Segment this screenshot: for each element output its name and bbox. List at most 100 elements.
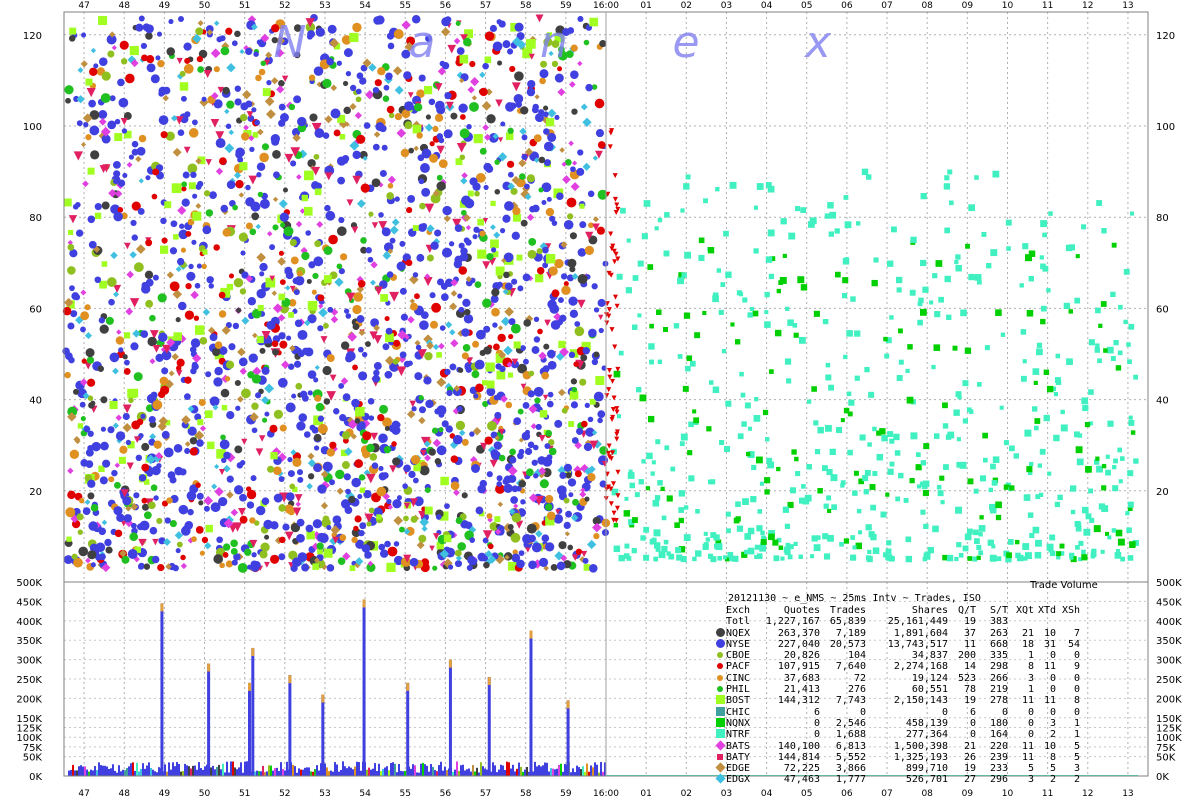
nyse-point xyxy=(554,419,563,428)
bost-point xyxy=(98,15,108,25)
bost-point xyxy=(339,133,346,140)
cinc-point xyxy=(339,534,347,541)
edge-point xyxy=(197,20,204,27)
x-tick-label-bottom: 55 xyxy=(400,789,411,799)
bost-point xyxy=(545,516,555,526)
bost-point xyxy=(68,229,74,235)
ntrf-point xyxy=(885,337,892,344)
nyse-point xyxy=(454,255,463,264)
x-tick-label-bottom: 06 xyxy=(841,789,853,799)
volume-bar xyxy=(414,765,416,776)
x-tick-label-top: 58 xyxy=(520,1,532,11)
nqex-point xyxy=(68,35,76,42)
edge-point xyxy=(392,66,403,76)
cell-xtd: 10 xyxy=(1043,627,1056,639)
bost-point xyxy=(109,400,118,410)
edge-point xyxy=(181,415,191,425)
nqnx-point xyxy=(1100,301,1107,307)
ntrf-point xyxy=(943,183,951,190)
pacf-point xyxy=(141,497,148,504)
cell-qt: 6 xyxy=(969,706,976,718)
baty-point xyxy=(352,175,362,185)
ntrf-point xyxy=(989,503,996,511)
edgx-point xyxy=(592,155,599,161)
baty-point xyxy=(403,554,412,563)
cinc-point xyxy=(394,112,403,121)
nqnx-point xyxy=(967,478,974,485)
volume-bar xyxy=(604,762,606,776)
bost-point xyxy=(114,133,123,142)
baty-point xyxy=(203,70,212,78)
pacf-point xyxy=(67,490,76,500)
cboe-point xyxy=(273,409,283,419)
nyse-point xyxy=(549,215,556,222)
ntrf-point xyxy=(1094,347,1100,353)
nyse-point xyxy=(221,457,227,464)
nyse-point xyxy=(440,293,449,302)
pacf-point xyxy=(117,207,124,213)
nyse-point xyxy=(202,225,212,235)
bost-point xyxy=(355,406,365,417)
nyse-point xyxy=(239,493,247,502)
pacf-point xyxy=(384,316,390,322)
edgx-point xyxy=(241,316,250,325)
nyse-point xyxy=(231,559,238,566)
bats-point xyxy=(277,452,287,462)
bost-point xyxy=(595,375,605,385)
nyse-point xyxy=(601,365,607,371)
bost-point xyxy=(494,516,501,523)
cboe-point xyxy=(388,112,395,119)
volume-bar xyxy=(542,765,544,776)
nyse-point xyxy=(250,562,260,572)
vol-tick-label-left: 400K xyxy=(16,617,42,628)
ntrf-point xyxy=(990,463,996,470)
ntrf-point xyxy=(754,544,760,550)
ntrf-point xyxy=(909,289,916,296)
volume-bar xyxy=(464,770,466,776)
nyse-point xyxy=(338,268,345,275)
edge-point xyxy=(413,145,419,152)
edgx-point xyxy=(489,224,496,231)
nqnx-point xyxy=(733,517,740,524)
volume-bar xyxy=(88,771,90,776)
nqnx-point xyxy=(769,369,774,374)
volume-bar xyxy=(116,772,118,776)
nyse-point xyxy=(187,508,194,516)
nyse-point xyxy=(457,293,463,299)
phil-point xyxy=(432,565,438,571)
cinc-point xyxy=(245,222,253,230)
bost-point xyxy=(124,130,132,139)
volume-bar xyxy=(272,770,274,776)
ntrf-point xyxy=(940,500,945,505)
pacf-point xyxy=(431,302,442,313)
nyse-point xyxy=(523,358,529,365)
bats-point xyxy=(387,175,396,184)
baty-point xyxy=(326,391,336,401)
cboe-point xyxy=(76,513,84,521)
ntrf-point xyxy=(773,555,780,562)
nyse-point xyxy=(373,361,382,370)
baty-point xyxy=(120,520,127,527)
nqex-point xyxy=(293,51,301,59)
nyse-point xyxy=(378,543,386,551)
cboe-point xyxy=(563,497,570,504)
volume-bar xyxy=(108,768,110,776)
volume-bar xyxy=(150,767,152,776)
cinc-point xyxy=(153,440,162,449)
cboe-point xyxy=(288,550,298,560)
nqnx-point xyxy=(772,539,779,546)
nyse-point xyxy=(394,196,400,202)
nyse-point xyxy=(80,326,86,333)
pacf-point xyxy=(506,160,515,168)
ntrf-point xyxy=(852,490,858,496)
cell-xqt: 21 xyxy=(1021,627,1034,639)
volume-bar xyxy=(496,772,498,776)
ntrf-point xyxy=(1027,512,1034,518)
baty-point xyxy=(585,231,594,240)
bost-point xyxy=(164,201,172,209)
ntrf-point xyxy=(852,545,857,550)
bost-point xyxy=(516,254,523,261)
cinc-point xyxy=(491,307,500,317)
volume-bar xyxy=(528,771,530,776)
bats-point xyxy=(401,20,411,30)
